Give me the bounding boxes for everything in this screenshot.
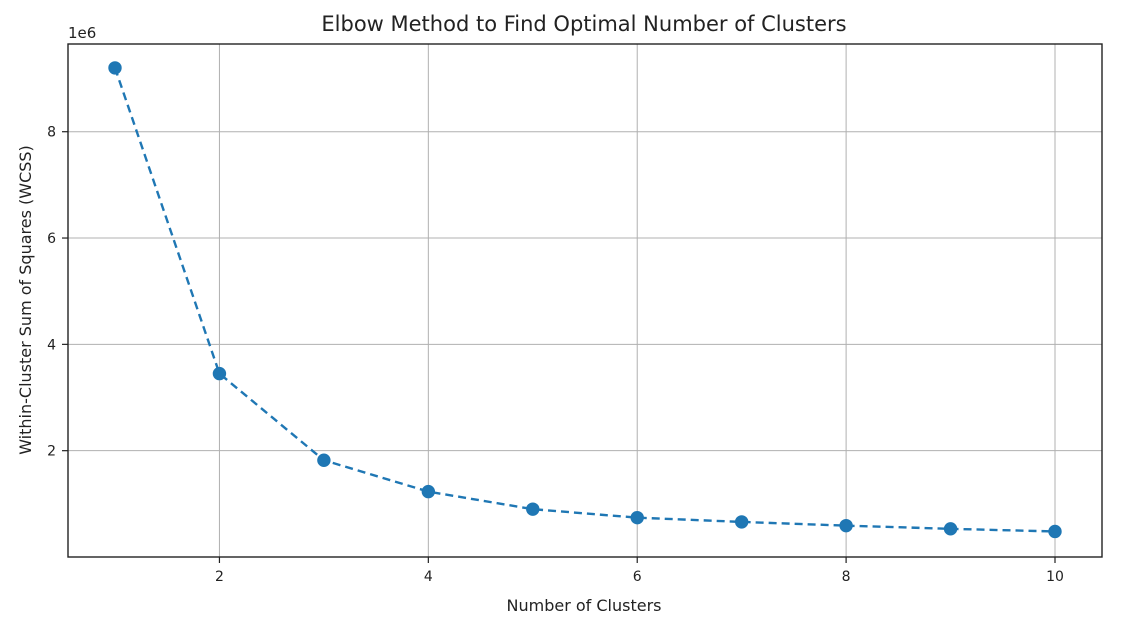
data-point-7 (734, 515, 749, 529)
x-tick-label: 6 (633, 569, 642, 585)
wcss-series-line (113, 67, 1056, 533)
y-axis-offset-label: 1e6 (68, 24, 96, 42)
data-point-2 (212, 366, 227, 381)
wcss-data-points (108, 61, 1062, 539)
chart-title: Elbow Method to Find Optimal Number of C… (321, 12, 846, 36)
data-point-9 (943, 522, 958, 536)
data-point-5 (526, 502, 540, 516)
x-axis-label: Number of Clusters (507, 596, 662, 615)
data-point-1 (108, 61, 122, 75)
y-tick-label: 2 (47, 444, 56, 460)
plot-area-frame (67, 43, 1103, 558)
y-tick-labels: 2 4 6 8 (47, 125, 56, 460)
data-point-10 (1048, 524, 1062, 539)
data-point-8 (839, 518, 853, 533)
x-tick-labels: 2 4 6 8 10 (215, 569, 1064, 585)
x-tick-label: 4 (424, 569, 433, 585)
data-point-4 (421, 484, 436, 499)
y-tick-label: 6 (47, 231, 56, 247)
grid-lines (68, 44, 1102, 557)
y-axis-label: Within-Cluster Sum of Squares (WCSS) (16, 145, 35, 455)
x-tick-label: 10 (1046, 569, 1064, 585)
y-tick-label: 4 (47, 337, 56, 353)
x-tick-label: 8 (842, 569, 851, 585)
x-tick-marks (218, 557, 1056, 563)
x-tick-label: 2 (215, 569, 224, 585)
data-point-3 (317, 453, 331, 467)
y-tick-marks (62, 131, 68, 452)
data-point-6 (630, 510, 644, 525)
y-tick-label: 8 (47, 125, 56, 141)
